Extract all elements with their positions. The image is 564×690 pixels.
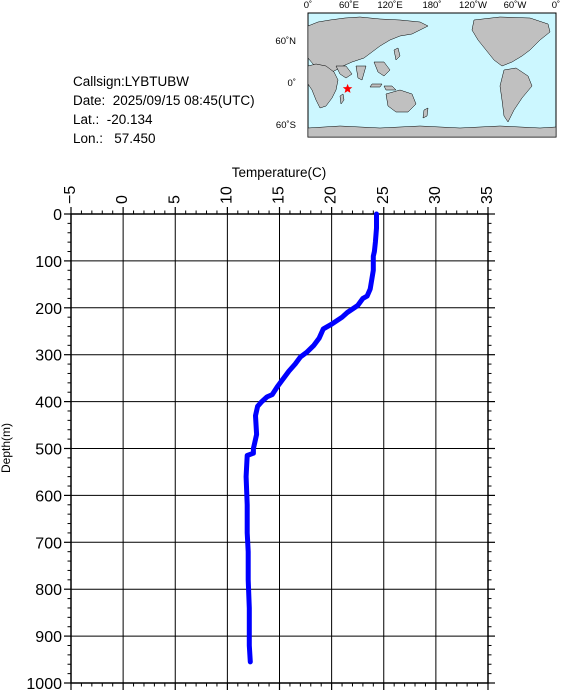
plot-frame	[70, 213, 489, 684]
x-tick-label: 0	[114, 195, 131, 204]
temperature-profile-line	[243, 211, 379, 665]
y-tick-label: 800	[35, 582, 62, 599]
x-tick-label: 30	[427, 186, 444, 204]
y-tick-label: 900	[35, 629, 62, 646]
map-land	[307, 16, 557, 138]
map-lat-label: 60˚S	[276, 120, 296, 131]
y-axis-label: Depth(m)	[0, 423, 13, 473]
map-lon-label: 0˚	[552, 0, 560, 11]
map-lon-label: 60˚E	[339, 0, 359, 11]
chart-ticks: −5 0 5 10 15 20 25 30 35010020030040050060070080…	[26, 186, 496, 690]
date-text: Date: 2025/09/15 08:45(UTC)	[73, 93, 255, 108]
y-tick-label: 400	[35, 395, 62, 412]
y-tick-label: 0	[53, 207, 62, 224]
map-top-labels: 0˚ 60˚E 120˚E 180˚ 120˚W 60˚W 0˚	[304, 0, 560, 11]
y-tick-label: 500	[35, 442, 62, 459]
y-tick-label: 100	[35, 254, 62, 271]
station-info: Callsign:LYBTUBW Date: 2025/09/15 08:45(…	[73, 72, 255, 148]
y-tick-label: 600	[35, 488, 62, 505]
y-tick-label: 300	[35, 348, 62, 365]
map-lat-label: 0˚	[288, 78, 296, 89]
x-axis-label: Temperature(C)	[232, 165, 327, 180]
map-lon-label: 60˚W	[504, 0, 527, 11]
latitude-text: Lat.: -20.134	[73, 112, 153, 127]
y-tick-label: 700	[35, 535, 62, 552]
map-lat-label: 60˚N	[275, 36, 296, 47]
map-lon-label: 180˚	[422, 0, 441, 11]
y-tick-label: 200	[35, 301, 62, 318]
location-map: 0˚ 60˚E 120˚E 180˚ 120˚W 60˚W 0˚ 60˚N 0˚…	[275, 0, 560, 138]
x-tick-label: 5	[166, 195, 183, 204]
map-lon-label: 0˚	[304, 0, 312, 11]
x-tick-label: 20	[323, 186, 340, 204]
map-lon-label: 120˚E	[377, 0, 402, 11]
float-position-star-icon	[342, 83, 353, 93]
map-lat-labels: 60˚N 0˚ 60˚S	[275, 36, 296, 131]
x-tick-label: 25	[375, 186, 392, 204]
temperature-series	[243, 211, 379, 665]
longitude-text: Lon.: 57.450	[73, 131, 156, 146]
x-tick-label: −5	[62, 186, 79, 204]
x-tick-label: 15	[271, 186, 288, 204]
x-tick-label: 35	[479, 186, 496, 204]
x-tick-label: 10	[218, 186, 235, 204]
map-lon-label: 120˚W	[459, 0, 487, 11]
chart-grid	[70, 213, 489, 684]
callsign-text: Callsign:LYBTUBW	[73, 74, 190, 89]
y-tick-label: 1000	[26, 676, 62, 690]
